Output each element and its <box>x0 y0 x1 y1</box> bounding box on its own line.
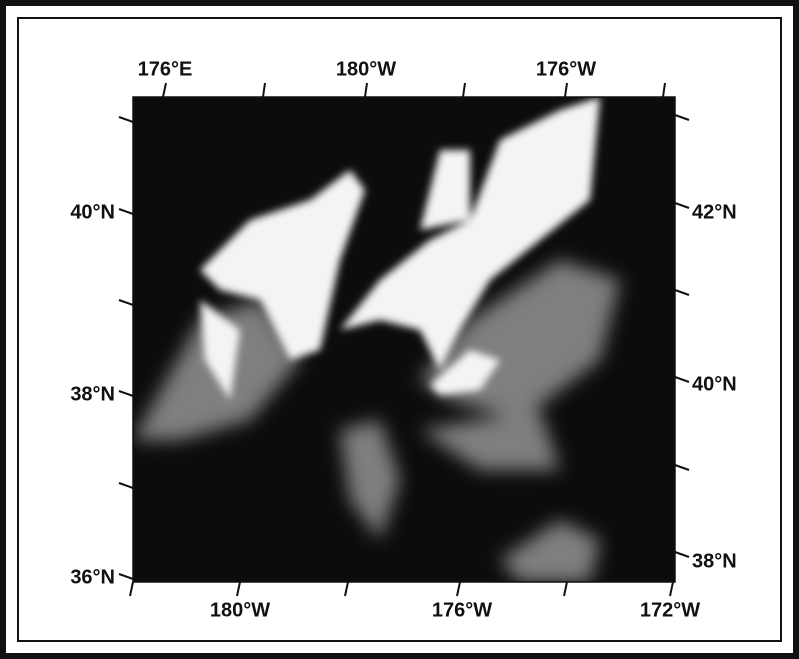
figure: 176°E 180°W 176°W 40°N 38°N 36°N 42°N 40… <box>0 0 799 659</box>
left-label: 40°N <box>70 201 115 223</box>
bottom-label: 176°W <box>432 599 492 621</box>
left-label: 36°N <box>70 566 115 588</box>
bottom-label: 180°W <box>210 599 270 621</box>
top-label: 176°E <box>138 58 193 80</box>
top-label: 180°W <box>336 58 396 80</box>
right-label: 42°N <box>692 201 737 223</box>
left-label: 38°N <box>70 383 115 405</box>
bottom-label: 172°W <box>640 599 700 621</box>
right-label: 40°N <box>692 373 737 395</box>
top-label: 176°W <box>536 58 596 80</box>
right-label: 38°N <box>692 550 737 572</box>
satellite-image <box>133 97 675 582</box>
